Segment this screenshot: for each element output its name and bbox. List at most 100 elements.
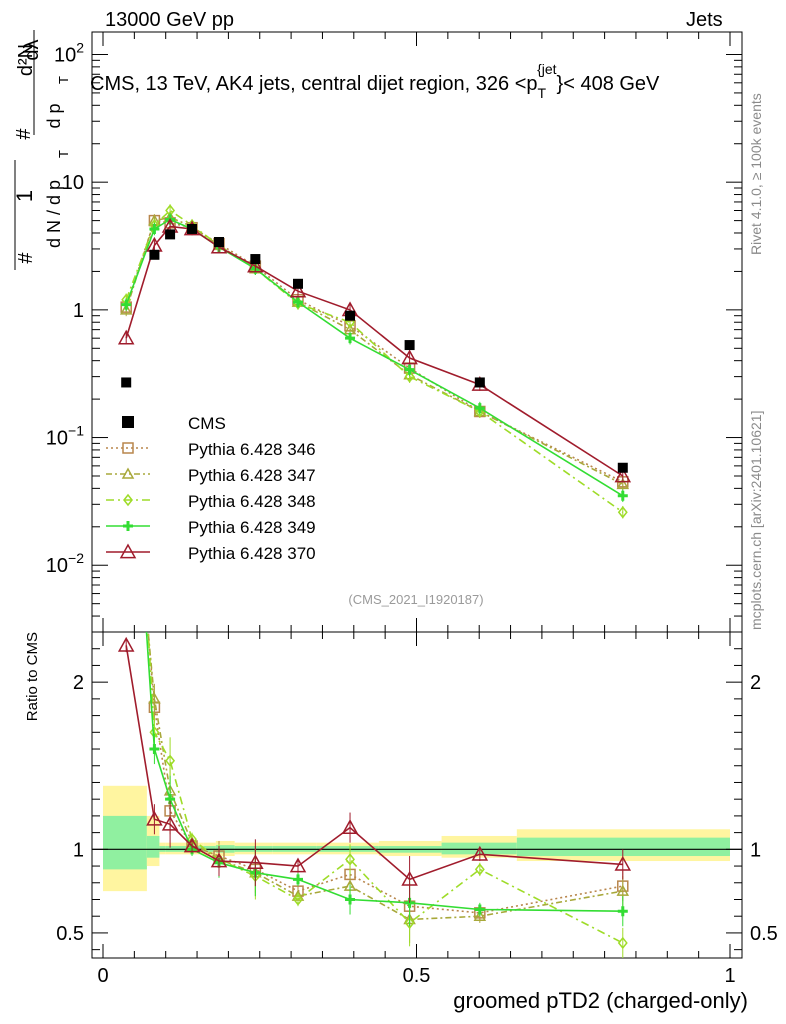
series-marker [345,853,355,866]
y-axis-title-part: d N / d p [44,180,64,248]
series-marker [474,403,485,414]
legend-label: Pythia 6.428 370 [188,544,316,563]
y-tick-label: 10−2 [46,550,84,577]
series-marker [119,543,137,559]
series-marker [471,845,489,861]
ratio-y-tick-label-left: 1 [73,839,84,861]
ratio-y-tick-label-right: 0.5 [750,923,778,945]
series-marker [617,906,628,917]
series-marker [293,893,303,906]
data-point [404,340,415,351]
series-marker [121,360,131,370]
series-marker [117,329,135,345]
series-marker [247,854,264,870]
series-marker [289,857,307,873]
ratio-band-green [146,835,160,858]
series-marker [401,349,418,365]
series-marker [474,863,485,876]
series-marker [119,303,133,315]
series-marker [616,884,630,896]
ratio-band-green [103,815,147,870]
legend-label: Pythia 6.428 349 [188,518,316,537]
series-marker [122,276,130,286]
series-marker [247,257,264,273]
series-marker [121,299,132,310]
series-marker [123,521,133,531]
data-point [165,229,176,240]
series-marker [404,916,415,930]
legend-label: CMS [188,414,226,433]
series-marker [292,297,303,308]
data-point [121,377,132,388]
ratio-series-4 [117,636,632,903]
ratio-frame [91,631,743,959]
series-marker [183,837,201,853]
ratio-y-tick-label-right: 2 [750,672,761,694]
data-point [187,223,198,234]
series-marker [161,815,179,831]
series-marker [117,636,135,652]
series-marker [617,490,628,501]
series-marker [404,364,415,375]
y-axis-title-part: d²N [15,44,37,76]
series-marker [473,909,487,921]
series-marker [401,870,418,886]
y-axis-title-part: dλ [21,39,43,60]
ratio-y-tick-label-right: 1 [750,839,761,861]
series-marker [617,506,628,519]
series-marker [165,754,176,767]
series-marker [149,223,160,234]
series-marker [121,467,135,479]
header-left: 13000 GeV pp [105,9,234,31]
series-marker [616,477,630,490]
series-marker [617,936,628,950]
y-axis-title-part: 1 [12,190,37,202]
main-y-axis-title: #1 d N / d p T # d²N d p Tdλ [12,30,71,270]
header-right: Jets [686,9,723,31]
data-point [617,462,628,473]
main-frame [91,31,743,633]
ratio-y-axis-title: Ratio to CMS [24,632,41,721]
series-marker [404,370,415,383]
x-tick-label: 0.5 [403,965,431,987]
chart-title: CMS, 13 TeV, AK4 jets, central dijet reg… [90,61,660,101]
series-marker [345,333,356,344]
data-point [345,310,356,321]
legend-label: Pythia 6.428 346 [188,440,316,459]
legend: CMS Pythia 6.428 346 Pythia 6.428 347 Pythi… [106,414,316,563]
ratio-line [147,632,623,914]
y-axis-title-part: # [15,252,37,264]
series-marker [289,282,307,298]
y-tick-label: 102 [54,39,84,66]
x-tick-label: 0 [97,965,108,987]
x-axis-title: groomed pTD2 (charged-only) [453,988,748,1013]
legend-marker-data [122,416,134,428]
data-point [474,377,485,388]
series-marker [341,819,359,834]
data-point [213,236,224,247]
y-axis-title-part: # [13,128,35,140]
series-line [125,216,624,486]
analysis-watermark: (CMS_2021_I1920187) [348,592,483,607]
y-axis-title-part: d p [44,103,64,128]
series-marker [474,904,485,915]
series-marker [614,467,632,483]
series-marker [292,874,303,885]
legend-label: Pythia 6.428 347 [188,466,316,485]
x-tick-label: 1 [724,965,735,987]
y-tick-label: 10−1 [46,423,84,450]
y-tick-label: 10 [62,172,84,194]
series-marker [123,493,133,507]
data-point [149,249,160,260]
ratio-y-tick-label-left: 2 [73,672,84,694]
series-marker [614,855,632,871]
legend-label: Pythia 6.428 348 [188,492,316,511]
ratio-y-tick-label-left: 0.5 [56,923,84,945]
y-axis-title-part: T [56,76,71,84]
ratio-band-green [516,837,730,857]
series-marker [149,744,160,755]
data-point [250,254,261,265]
data-point [292,278,303,289]
series-marker [146,810,163,826]
